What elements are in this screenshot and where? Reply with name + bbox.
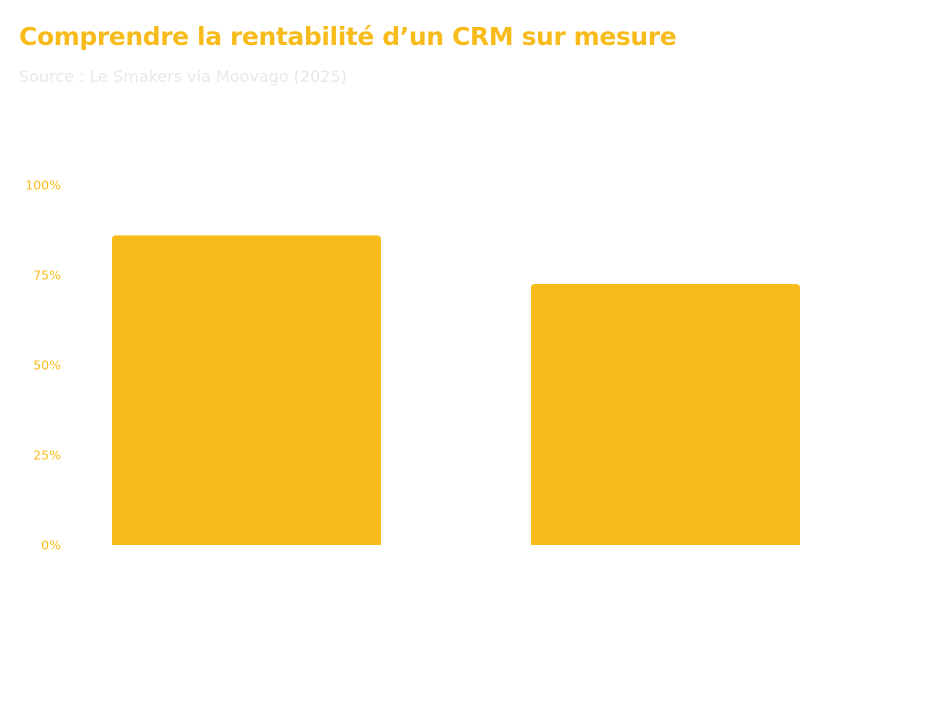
y-tick-label: 0% — [41, 538, 61, 553]
y-tick-label: 25% — [33, 448, 61, 463]
bars — [112, 235, 800, 545]
chart-subtitle: Source : Le Smakers via Moovago (2025) — [19, 67, 347, 86]
y-tick-label: 75% — [33, 268, 61, 283]
bar-1 — [112, 235, 381, 545]
y-axis: 0% 25% 50% 75% 100% — [25, 178, 61, 553]
bar-2 — [531, 284, 800, 545]
y-tick-label: 50% — [33, 358, 61, 373]
chart-title: Comprendre la rentabilité d’un CRM sur m… — [19, 22, 677, 51]
y-tick-label: 100% — [25, 178, 61, 193]
